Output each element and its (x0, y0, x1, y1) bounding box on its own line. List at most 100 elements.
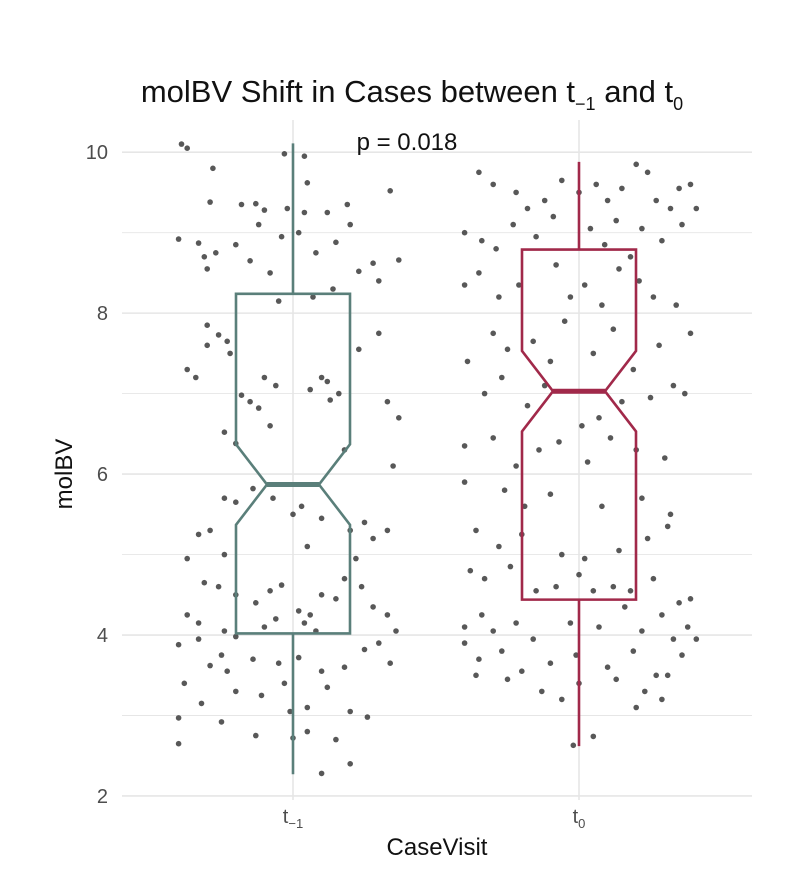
data-point (198, 700, 205, 707)
data-point (547, 358, 554, 365)
data-point (601, 241, 608, 248)
data-point (461, 624, 468, 630)
data-point (604, 664, 611, 670)
data-point (307, 612, 314, 618)
data-point (298, 503, 305, 510)
chart-title-main: molBV Shift in Cases between t (141, 74, 576, 109)
data-point (590, 588, 597, 594)
data-point (504, 676, 511, 683)
data-point (599, 302, 605, 308)
data-point (547, 491, 554, 498)
data-point (281, 151, 288, 157)
data-point (201, 579, 208, 586)
data-point (361, 646, 368, 653)
data-point (247, 398, 253, 405)
data-point (333, 736, 339, 743)
data-point (324, 378, 331, 385)
data-point (253, 732, 259, 739)
data-point (361, 519, 368, 526)
data-point (461, 443, 468, 449)
data-point (250, 485, 256, 492)
data-point (207, 199, 213, 205)
data-point (218, 652, 225, 658)
data-point (227, 350, 233, 357)
data-point (195, 531, 202, 538)
data-point (481, 575, 488, 582)
data-point (215, 332, 222, 338)
data-point (195, 620, 202, 626)
data-point (479, 237, 485, 244)
data-point (613, 676, 619, 683)
data-point (687, 181, 694, 188)
data-point (530, 636, 536, 642)
data-point (573, 652, 579, 658)
data-point (490, 330, 497, 337)
data-point (581, 282, 588, 288)
data-point (670, 636, 677, 642)
data-point (184, 145, 190, 151)
y-tick-label: 2 (97, 786, 108, 808)
data-point (679, 652, 685, 658)
data-point (184, 612, 190, 618)
data-point (210, 165, 216, 172)
data-point (639, 628, 645, 634)
data-point (510, 221, 516, 228)
data-point (253, 200, 259, 207)
data-point (513, 463, 519, 469)
data-point (670, 382, 677, 389)
data-point (318, 374, 325, 381)
data-point (193, 374, 199, 381)
data-point (341, 575, 348, 582)
data-point (275, 660, 282, 666)
data-point (195, 240, 202, 246)
data-point (310, 294, 316, 300)
data-point (561, 318, 568, 325)
y-tick-label: 8 (97, 303, 108, 325)
data-point (653, 672, 659, 679)
data-point (261, 624, 268, 630)
data-point (576, 571, 582, 578)
data-point (376, 278, 382, 284)
y-axis-label: molBV (51, 439, 78, 510)
data-point (596, 415, 602, 421)
data-point (233, 241, 239, 248)
data-point (387, 188, 394, 194)
y-tick-label: 10 (86, 142, 108, 164)
data-point (682, 390, 688, 397)
chart-title: molBV Shift in Cases between t−1 and t0 (141, 74, 683, 114)
data-point (679, 221, 685, 228)
data-point (596, 624, 602, 630)
data-point (590, 350, 597, 357)
data-point (238, 201, 245, 208)
data-point (481, 390, 488, 397)
data-point (250, 656, 256, 662)
chart-title-sub: −1 (575, 94, 596, 114)
data-point (693, 636, 700, 642)
data-point (218, 719, 225, 725)
data-point (524, 205, 531, 212)
data-point (267, 423, 273, 429)
data-point (301, 153, 308, 159)
data-point (547, 660, 554, 666)
data-point (347, 761, 354, 767)
data-point (496, 543, 502, 550)
data-point (664, 523, 671, 530)
data-point (644, 169, 651, 176)
data-point (653, 197, 659, 204)
data-point (304, 704, 311, 711)
x-axis-label: CaseVisit (387, 834, 488, 861)
data-point (344, 201, 351, 208)
data-point (267, 588, 273, 594)
data-point (255, 405, 262, 411)
data-point (501, 487, 508, 494)
y-tick-label: 6 (97, 464, 108, 486)
data-point (584, 459, 591, 465)
data-point (662, 455, 668, 461)
data-point (581, 555, 588, 562)
data-point (221, 429, 228, 436)
data-point (676, 600, 682, 606)
data-point (639, 495, 645, 502)
data-point (644, 535, 651, 542)
data-point (295, 654, 302, 661)
data-point (347, 708, 354, 715)
